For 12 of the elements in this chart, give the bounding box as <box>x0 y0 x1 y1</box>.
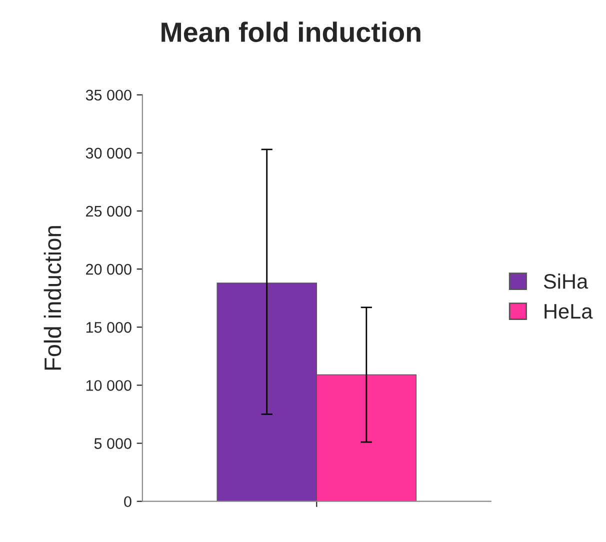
y-tick-label: 15 000 <box>86 322 132 333</box>
y-tick-label: 35 000 <box>86 90 132 101</box>
legend-label: SiHa <box>544 273 588 289</box>
y-tick-label: 30 000 <box>86 148 132 159</box>
y-tick-label: 0 <box>124 496 132 508</box>
y-tick-label: 20 000 <box>86 264 132 275</box>
y-tick-label: 25 000 <box>86 206 132 217</box>
legend-label: HeLa <box>544 304 593 319</box>
y-tick-label: 10 000 <box>86 380 132 391</box>
chart-title: Mean fold induction <box>162 22 420 42</box>
y-tick-label: 5 000 <box>94 438 132 449</box>
y-axis-title: Fold induction <box>44 226 62 370</box>
